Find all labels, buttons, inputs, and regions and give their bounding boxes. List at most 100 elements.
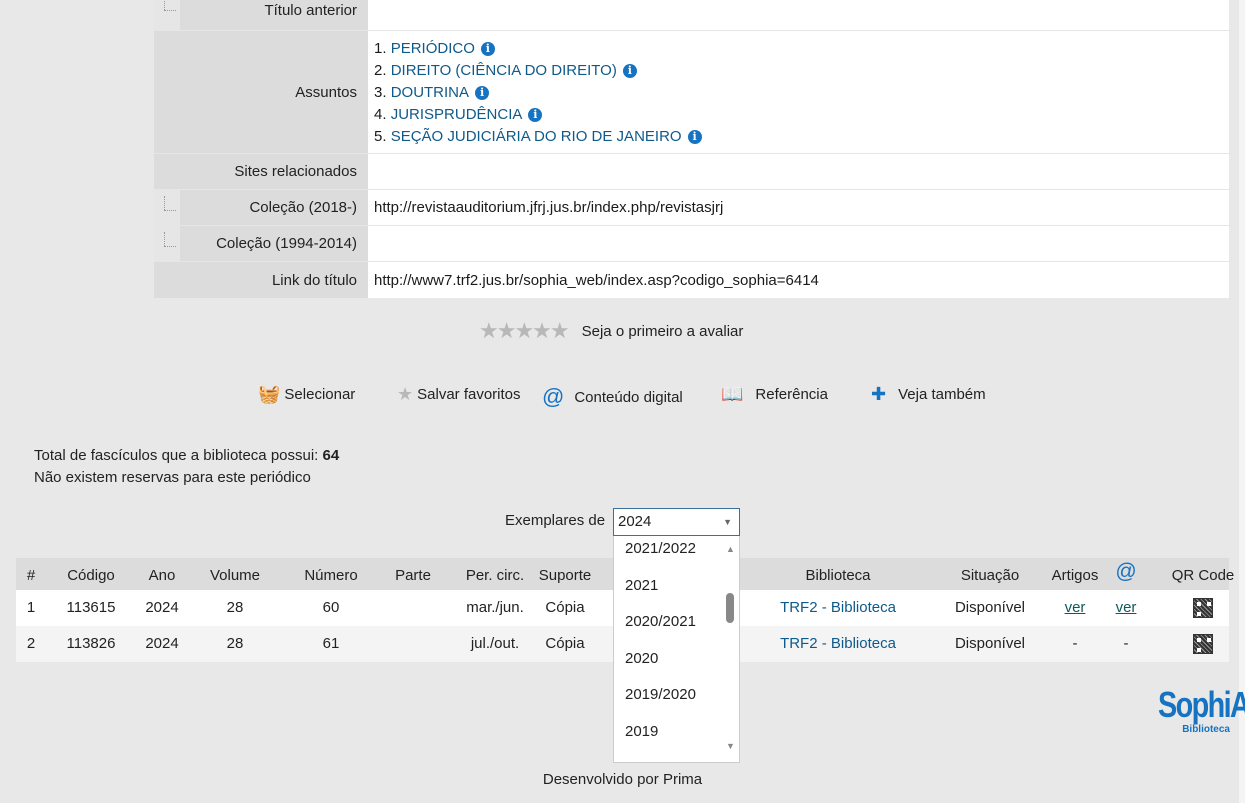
scroll-up-icon[interactable]: ▲: [726, 544, 735, 554]
info-icon[interactable]: i: [475, 86, 490, 100]
qr-code-icon[interactable]: [1193, 598, 1213, 619]
detail-row-titulo-anterior: Título anterior: [154, 0, 1229, 31]
column-header: Ano: [148, 567, 176, 584]
detail-row-colecao-1994: Coleção (1994-2014): [154, 226, 1229, 262]
colecao-link[interactable]: http://revistaauditorium.jfrj.jus.br/ind…: [374, 199, 724, 216]
info-icon[interactable]: i: [480, 42, 495, 56]
dropdown-scrollbar[interactable]: ▲ ▼: [721, 536, 739, 762]
chevron-down-icon: ▼: [723, 517, 732, 527]
total-label: Total de fascículos que a biblioteca pos…: [34, 447, 323, 464]
subject-num: 4.: [374, 106, 387, 123]
detail-label: Coleção (1994-2014): [216, 235, 357, 252]
reservas-text: Não existem reservas para este periódico: [34, 469, 311, 486]
table-cell: jul./out.: [470, 635, 520, 652]
toolbar-conteúdo-digital[interactable]: @ Conteúdo digital: [542, 384, 683, 410]
basket-icon: 🧺: [258, 384, 281, 404]
scroll-thumb[interactable]: [726, 593, 734, 623]
exemplares-label: Exemplares de: [505, 512, 606, 529]
library-link[interactable]: TRF2 - Biblioteca: [780, 599, 896, 616]
exemplares-select[interactable]: 2024 ▼: [613, 508, 740, 536]
toolbar-selecionar[interactable]: 🧺 Selecionar: [258, 384, 355, 405]
subject-item: 5. SEÇÃO JUDICIÁRIA DO RIO DE JANEIRO i: [374, 126, 1229, 148]
logo-sub: Biblioteca: [1182, 724, 1230, 735]
ver-link[interactable]: ver: [1115, 599, 1137, 616]
subject-link[interactable]: JURISPRUDÊNCIA: [390, 106, 523, 123]
tree-indent: [154, 190, 180, 225]
subject-num: 5.: [374, 128, 387, 145]
table-cell: 2: [26, 635, 36, 652]
table-cell: Disponível: [954, 599, 1026, 616]
table-cell: 2024: [145, 635, 179, 652]
subject-item: 4. JURISPRUDÊNCIA i: [374, 104, 1229, 126]
detail-row-sites: Sites relacionados: [154, 154, 1229, 190]
subject-link[interactable]: SEÇÃO JUDICIÁRIA DO RIO DE JANEIRO: [390, 128, 682, 145]
ver-link[interactable]: ver: [1064, 599, 1086, 616]
toolbar-referência[interactable]: 📖 Referência: [721, 384, 828, 405]
column-header: Volume: [209, 567, 261, 584]
rating-stars[interactable]: ★★★★★: [479, 318, 570, 343]
detail-row-link: Link do título http://www7.trf2.jus.br/s…: [154, 262, 1229, 298]
page-scrollbar[interactable]: [1239, 0, 1245, 803]
column-header: Suporte: [538, 567, 592, 584]
subject-item: 1. PERIÓDICO i: [374, 38, 1229, 60]
qr-code-icon[interactable]: [1193, 634, 1213, 655]
subject-num: 3.: [374, 84, 387, 101]
library-link[interactable]: TRF2 - Biblioteca: [780, 635, 896, 652]
table-cell: 28: [226, 635, 244, 652]
dropdown-option[interactable]: 2021/2022: [625, 540, 696, 557]
at-icon: @: [542, 384, 565, 409]
column-header: QR Code: [1171, 567, 1235, 584]
sophia-logo: SophiA Biblioteca: [1140, 686, 1245, 736]
detail-label: Assuntos: [295, 83, 357, 101]
dropdown-option[interactable]: 2020/2021: [625, 613, 696, 630]
column-header: Artigos: [1051, 567, 1099, 584]
subject-item: 3. DOUTRINA i: [374, 82, 1229, 104]
column-header: Per. circ.: [465, 567, 525, 584]
footer: Desenvolvido por Prima: [542, 771, 703, 788]
column-header: #: [26, 567, 36, 584]
info-icon[interactable]: i: [528, 108, 543, 122]
detail-label: Título anterior: [264, 1, 357, 19]
dropdown-option[interactable]: 2019/2020: [625, 686, 696, 703]
table-cell: 61: [322, 635, 340, 652]
dropdown-option[interactable]: 2020: [625, 649, 659, 667]
column-header: Código: [67, 567, 115, 584]
table-cell: Disponível: [954, 635, 1026, 652]
subject-num: 1.: [374, 40, 387, 57]
dropdown-option[interactable]: 2019: [625, 722, 659, 740]
toolbar-label: Salvar favoritos: [417, 386, 521, 403]
info-icon[interactable]: i: [687, 130, 702, 144]
scroll-down-icon[interactable]: ▼: [726, 741, 735, 751]
at-icon: @: [1115, 560, 1137, 583]
table-cell: -: [1123, 635, 1129, 652]
subject-item: 2. DIREITO (CIÊNCIA DO DIREITO) i: [374, 60, 1229, 82]
table-cell: Cópia: [545, 635, 585, 652]
info-icon[interactable]: i: [622, 64, 637, 78]
rating: ★★★★★ Seja o primeiro a avaliar: [479, 318, 743, 344]
column-header: Biblioteca: [805, 567, 871, 584]
table-cell: -: [1072, 635, 1078, 652]
table-cell: [1193, 590, 1213, 626]
table-cell: 1: [26, 599, 36, 616]
toolbar-label: Selecionar: [284, 386, 356, 403]
star-icon: ★: [397, 384, 414, 404]
detail-row-assuntos: Assuntos 1. PERIÓDICO i 2. DIREITO (CIÊNCI…: [154, 31, 1229, 154]
detail-row-colecao-2018: Coleção (2018-) http://revistaauditorium…: [154, 190, 1229, 226]
subject-link[interactable]: DOUTRINA: [390, 84, 470, 101]
subject-num: 2.: [374, 62, 387, 79]
subject-link[interactable]: PERIÓDICO: [390, 40, 475, 57]
table-cell: mar./jun.: [466, 599, 524, 616]
toolbar-salvar-favoritos[interactable]: ★ Salvar favoritos: [397, 384, 521, 405]
table-cell: 113826: [66, 635, 116, 652]
toolbar-label: Referência: [755, 386, 828, 403]
column-header: Situação: [960, 567, 1020, 584]
table-cell: [1193, 626, 1213, 662]
detail-label: Coleção (2018-): [249, 199, 357, 216]
toolbar-veja-também[interactable]: ✚ Veja também: [871, 384, 986, 405]
dropdown-option[interactable]: 2021: [625, 576, 659, 594]
total-value: 64: [322, 447, 340, 464]
tree-indent: [154, 226, 180, 261]
title-link[interactable]: http://www7.trf2.jus.br/sophia_web/index…: [374, 271, 819, 289]
exemplares-dropdown: ▲ ▼ 2021/2022 2021 2020/2021 2020 2019/2020 2…: [613, 536, 740, 763]
subject-link[interactable]: DIREITO (CIÊNCIA DO DIREITO): [390, 62, 617, 79]
